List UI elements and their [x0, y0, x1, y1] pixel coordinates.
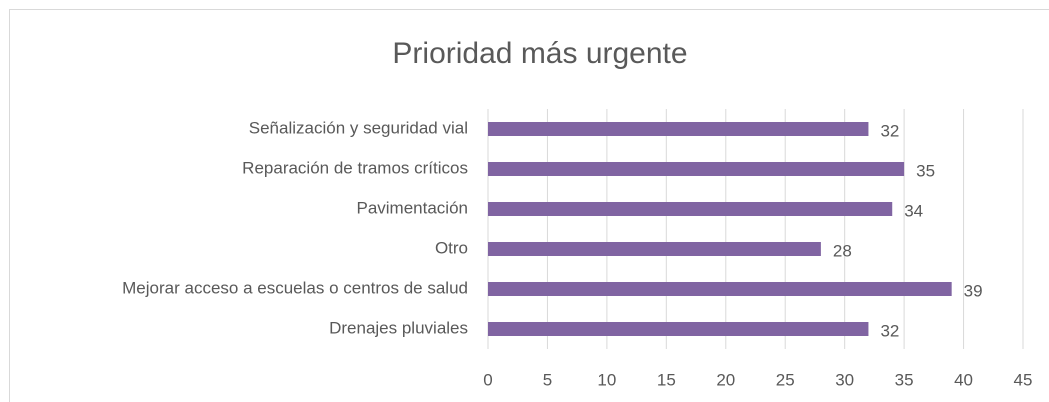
data-label: 32 — [880, 121, 899, 140]
x-tick-label: 45 — [1014, 370, 1033, 389]
data-label: 28 — [833, 241, 852, 260]
data-label: 39 — [964, 281, 983, 300]
x-tick-label: 10 — [597, 370, 616, 389]
bar — [488, 162, 905, 176]
chart-title: Prioridad más urgente — [392, 37, 687, 70]
y-tick-label: Pavimentación — [356, 198, 468, 217]
bar — [488, 122, 869, 136]
y-tick-label: Drenajes pluviales — [329, 318, 468, 337]
data-label: 32 — [880, 321, 899, 340]
x-tick-label: 30 — [835, 370, 854, 389]
x-tick-label: 5 — [543, 370, 552, 389]
y-tick-label: Mejorar acceso a escuelas o centros de s… — [122, 278, 468, 297]
bar — [488, 282, 952, 296]
bar — [488, 322, 869, 336]
data-label: 35 — [916, 161, 935, 180]
bar — [488, 242, 821, 256]
x-tick-label: 0 — [483, 370, 492, 389]
x-tick-label: 15 — [657, 370, 676, 389]
y-tick-label: Señalización y seguridad vial — [249, 118, 468, 137]
y-tick-label: Otro — [435, 238, 468, 257]
data-label: 34 — [904, 201, 923, 220]
x-tick-label: 25 — [776, 370, 795, 389]
x-tick-label: 20 — [716, 370, 735, 389]
x-tick-label: 35 — [895, 370, 914, 389]
y-tick-label: Reparación de tramos críticos — [242, 158, 468, 177]
bar — [488, 202, 893, 216]
x-tick-label: 40 — [954, 370, 973, 389]
